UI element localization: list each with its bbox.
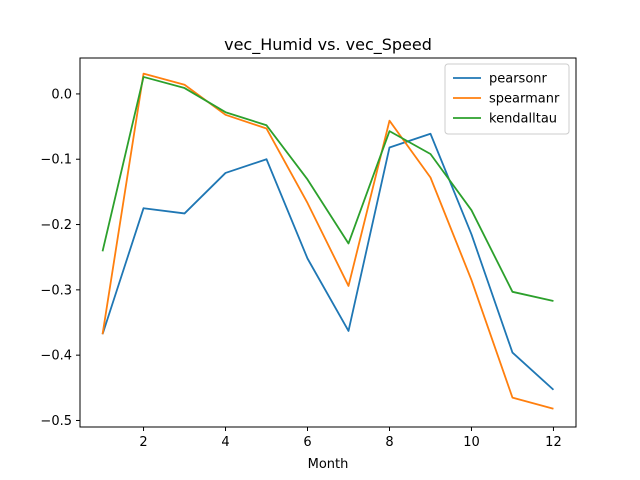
y-tick-label: −0.3 [40, 283, 72, 298]
y-tick-label: −0.2 [40, 218, 72, 233]
chart-title: vec_Humid vs. vec_Speed [224, 35, 432, 55]
x-axis-label: Month [308, 457, 349, 472]
y-tick-label: −0.5 [40, 414, 72, 429]
y-axis: 0.0 −0.1 −0.2 −0.3 −0.4 −0.5 [40, 87, 80, 429]
legend-box [444, 63, 570, 135]
x-tick-label: 2 [139, 435, 147, 450]
x-tick-label: 8 [385, 435, 393, 450]
y-tick-label: 0.0 [51, 87, 72, 102]
legend-label-pearsonr: pearsonr [489, 72, 548, 87]
series-line-spearmanr [101, 72, 554, 410]
legend: pearsonr spearmanr kendalltau [444, 63, 570, 135]
series-line-kendalltau [101, 76, 554, 302]
legend-label-spearmanr: spearmanr [489, 92, 560, 107]
y-tick-label: −0.1 [40, 153, 72, 168]
plot-frame [79, 57, 577, 428]
series-lines [101, 72, 555, 410]
x-tick-label: 6 [303, 435, 311, 450]
x-tick-label: 10 [463, 435, 480, 450]
legend-label-kendalltau: kendalltau [489, 112, 557, 127]
y-tick-label: −0.4 [40, 349, 72, 364]
x-tick-label: 4 [221, 435, 229, 450]
x-tick-label: 12 [545, 435, 562, 450]
series-line-pearsonr [101, 132, 555, 391]
x-axis: 2 4 6 8 10 12 [139, 427, 562, 450]
